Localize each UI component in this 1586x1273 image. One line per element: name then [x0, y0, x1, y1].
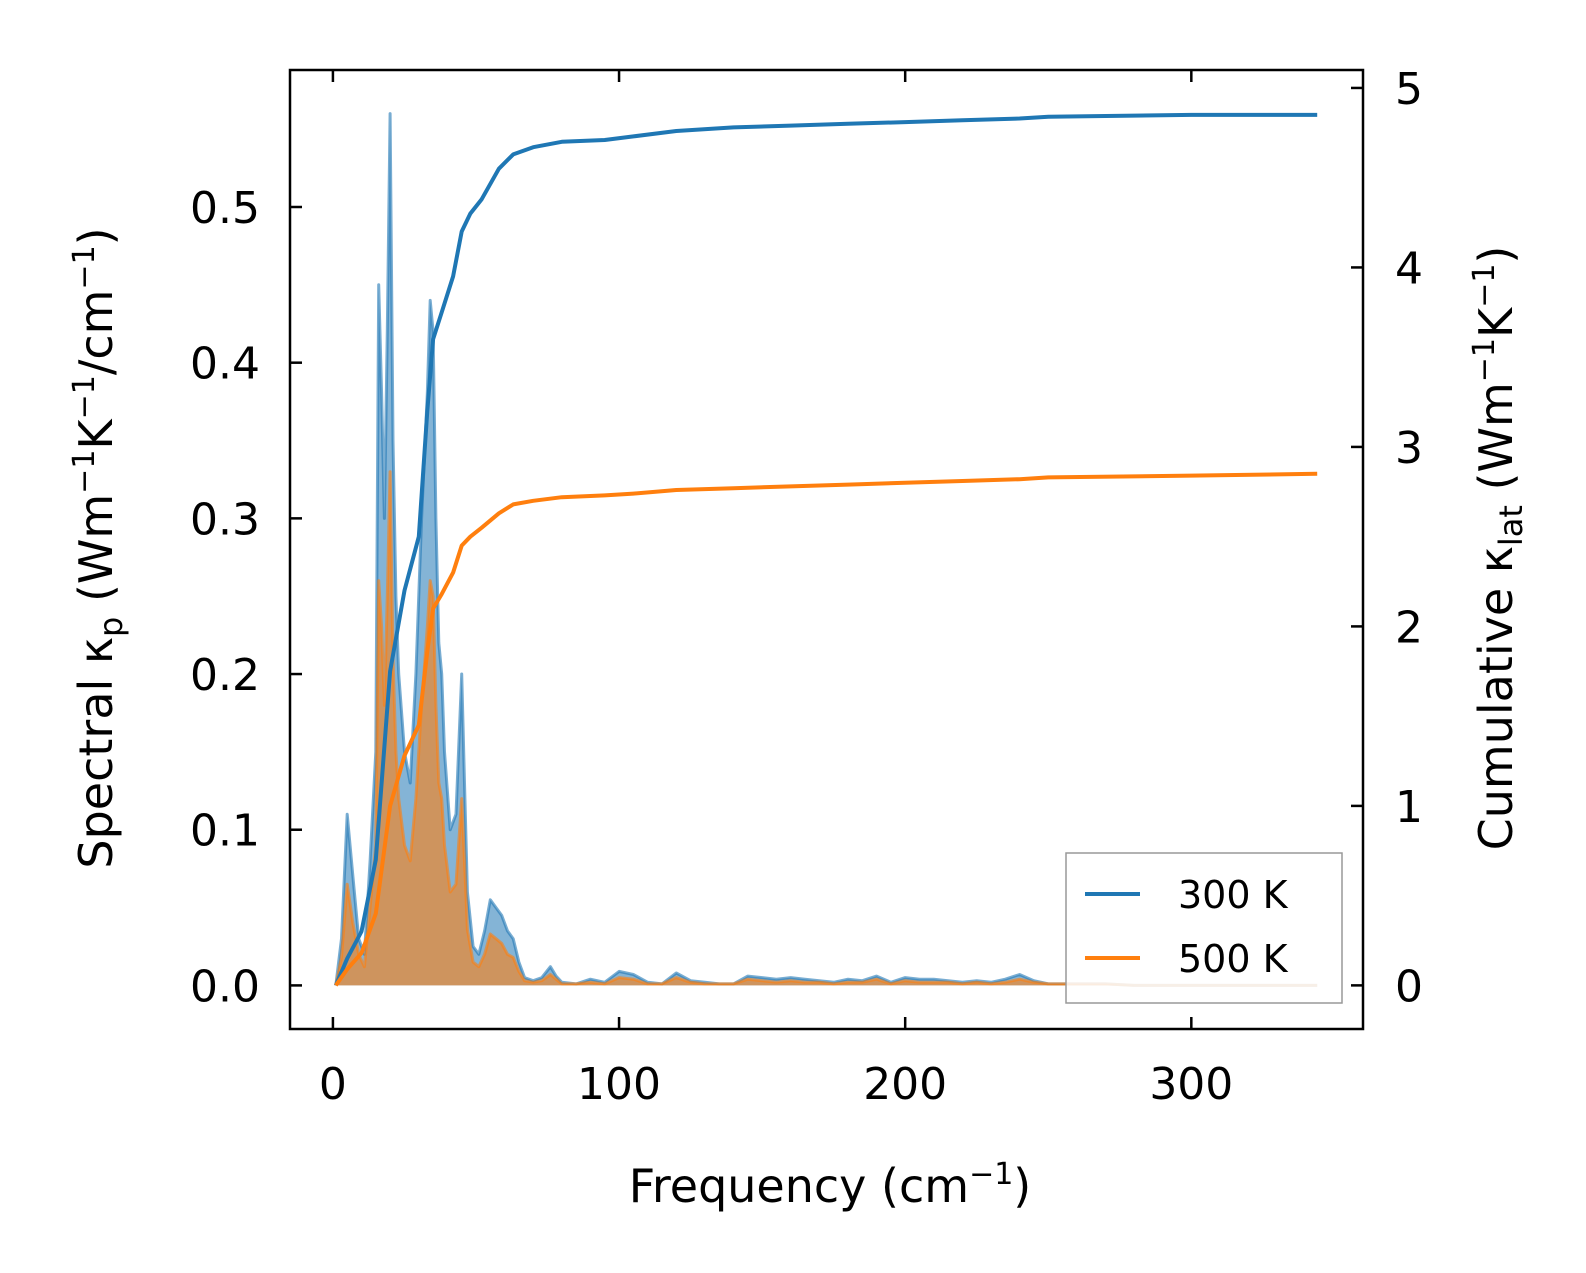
spectral-line-500k [334, 470, 1318, 987]
x-tick-label: 200 [863, 1059, 947, 1110]
y-tick-label-right: 5 [1395, 64, 1423, 115]
y-tick-label-right: 3 [1395, 423, 1423, 474]
y-tick-label-right: 2 [1395, 602, 1423, 653]
legend-box [1065, 852, 1343, 1004]
cumulative-line-300k [333, 112, 1318, 987]
y-tick-label-left: 0.3 [190, 494, 260, 545]
x-tick-label: 100 [577, 1059, 661, 1110]
x-tick-label: 300 [1149, 1059, 1233, 1110]
y-tick-label-left: 0.5 [190, 183, 260, 234]
legend-label-500k: 500 K [1178, 937, 1289, 981]
y-tick-label-left: 0.4 [190, 339, 260, 390]
spectral-line-300k [334, 112, 1318, 987]
spectral-area-500k [335, 471, 1318, 986]
y-tick-label-right: 0 [1395, 961, 1423, 1012]
cumulative-line-500k [334, 471, 1318, 987]
x-tick-label: 0 [319, 1059, 347, 1110]
x-axis-label: Frequency (cm−1) [629, 1157, 1032, 1213]
y-tick-label-right: 4 [1395, 243, 1423, 294]
y-tick-label-left: 0.1 [190, 806, 260, 857]
legend: 300 K 500 K [1065, 852, 1343, 1004]
plot-area [333, 112, 1318, 987]
axes-frame [288, 68, 1365, 1031]
y-tick-label-left: 0.2 [190, 650, 260, 701]
ticks: 0 100 200 300 0.0 0.1 0.2 0.3 0.4 0.5 0 1 2 3 4 5 [190, 64, 1423, 1110]
y-tick-label-left: 0.0 [190, 961, 260, 1012]
y-axis-label-right: Cumulative κlat (Wm−1K−1) [1467, 246, 1530, 851]
legend-label-300k: 300 K [1178, 873, 1289, 917]
y-tick-label-right: 1 [1395, 782, 1423, 833]
y-axis-label-left: Spectral κp (Wm−1K−1/cm−1) [67, 227, 130, 868]
